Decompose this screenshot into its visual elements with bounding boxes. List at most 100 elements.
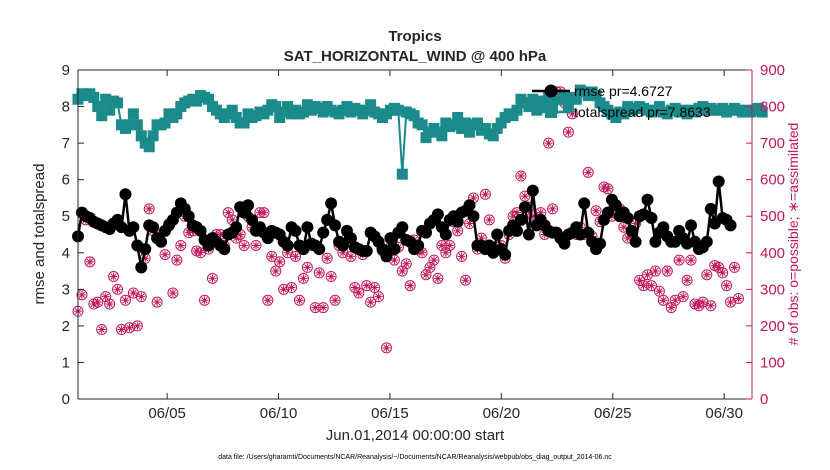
- x-tick-label: 06/15: [371, 405, 409, 422]
- obs-assimilated-point: [647, 281, 656, 290]
- obs-assimilated-point: [603, 184, 612, 193]
- obs-assimilated-point: [196, 248, 205, 257]
- obs-assimilated-point: [85, 257, 94, 266]
- x-tick-label: 06/20: [483, 405, 521, 422]
- legend-rmse-marker: [544, 84, 558, 98]
- obs-possible-point: [119, 294, 131, 306]
- spread-point: [112, 97, 124, 109]
- rmse-point: [578, 197, 591, 210]
- spread-point: [123, 119, 135, 131]
- x-tick-label: 06/25: [594, 405, 632, 422]
- spread-point: [96, 110, 108, 122]
- obs-assimilated-point: [208, 274, 217, 283]
- rmse-point: [289, 224, 302, 237]
- obs-assimilated-point: [679, 292, 688, 301]
- obs-assimilated-point: [425, 263, 434, 272]
- obs-assimilated-point: [433, 274, 442, 283]
- obs-assimilated-point: [694, 301, 703, 310]
- obs-assimilated-point: [544, 139, 553, 148]
- obs-assimilated-point: [520, 192, 529, 201]
- obs-assimilated-point: [172, 256, 181, 265]
- rmse-point: [514, 213, 527, 226]
- obs-assimilated-point: [89, 299, 98, 308]
- obs-assimilated-point: [350, 283, 359, 292]
- spread-point: [523, 101, 535, 113]
- obs-assimilated-point: [445, 241, 454, 250]
- rmse-point: [281, 239, 294, 252]
- obs-assimilated-point: [509, 212, 518, 221]
- obs-possible-point: [175, 239, 187, 251]
- obs-possible-point: [483, 214, 495, 226]
- obs-assimilated-point: [722, 281, 731, 290]
- obs-assimilated-point: [726, 298, 735, 307]
- rmse-point: [724, 219, 737, 232]
- rmse-point: [420, 226, 433, 239]
- obs-possible-point: [649, 265, 661, 277]
- chart-subtitle: SAT_HORIZONTAL_WIND @ 400 hPa: [284, 48, 547, 65]
- spread-point: [416, 119, 428, 131]
- y-tick-label: 1: [62, 354, 70, 371]
- rmse-point: [325, 197, 338, 210]
- obs-possible-point: [266, 250, 278, 262]
- obs-assimilated-point: [315, 268, 324, 277]
- obs-possible-point: [701, 269, 713, 281]
- obs-possible-point: [693, 300, 705, 312]
- obs-possible-point: [286, 282, 298, 294]
- obs-possible-point: [373, 291, 385, 303]
- obs-assimilated-point: [706, 301, 715, 310]
- obs-assimilated-point: [635, 276, 644, 285]
- y-right-tick-label: 100: [760, 354, 785, 371]
- obs-possible-point: [657, 294, 669, 306]
- obs-assimilated-point: [441, 248, 450, 257]
- obs-assimilated-point: [97, 325, 106, 334]
- rmse-point: [510, 224, 523, 237]
- spread-point: [756, 106, 768, 118]
- rmse-point: [218, 243, 231, 256]
- rmse-point: [558, 237, 571, 250]
- y-tick-label: 9: [62, 62, 70, 79]
- rmse-point: [412, 239, 425, 252]
- rmse-point: [601, 206, 614, 219]
- obs-assimilated-point: [259, 208, 268, 217]
- obs-assimilated-point: [639, 281, 648, 290]
- obs-assimilated-point: [153, 298, 162, 307]
- obs-assimilated-point: [599, 182, 608, 191]
- obs-possible-point: [547, 203, 559, 215]
- y-right-tick-label: 500: [760, 208, 785, 225]
- obs-assimilated-point: [232, 234, 241, 243]
- obs-possible-point: [677, 291, 689, 303]
- obs-assimilated-point: [346, 252, 355, 261]
- rmse-point: [625, 224, 638, 237]
- obs-assimilated-point: [370, 283, 379, 292]
- spread-point: [392, 104, 404, 116]
- obs-assimilated-point: [319, 303, 328, 312]
- spread-point: [92, 101, 104, 113]
- obs-assimilated-point: [528, 212, 537, 221]
- spread-point: [396, 168, 408, 180]
- obs-assimilated-point: [354, 288, 363, 297]
- obs-possible-point: [590, 205, 602, 217]
- obs-assimilated-point: [224, 208, 233, 217]
- rmse-point: [641, 193, 654, 206]
- legend-spread-label: totalspread pr=7.8633: [574, 104, 711, 120]
- obs-assimilated-point: [659, 296, 668, 305]
- obs-assimilated-point: [461, 276, 470, 285]
- spread-point: [511, 104, 523, 116]
- obs-possible-point: [290, 250, 302, 262]
- obs-assimilated-point: [390, 256, 399, 265]
- rmse-point: [301, 221, 314, 234]
- obs-possible-point: [602, 183, 614, 195]
- obs-assimilated-point: [619, 223, 628, 232]
- spread-point: [543, 91, 555, 103]
- y-right-tick-label: 200: [760, 318, 785, 335]
- spread-point: [539, 101, 551, 113]
- obs-assimilated-point: [698, 298, 707, 307]
- obs-possible-point: [460, 274, 472, 286]
- rmse-point: [119, 188, 132, 201]
- spread-point: [282, 101, 294, 113]
- obs-possible-point: [135, 291, 147, 303]
- y-tick-label: 2: [62, 318, 70, 335]
- obs-possible-point: [92, 296, 104, 308]
- obs-assimilated-point: [710, 261, 719, 270]
